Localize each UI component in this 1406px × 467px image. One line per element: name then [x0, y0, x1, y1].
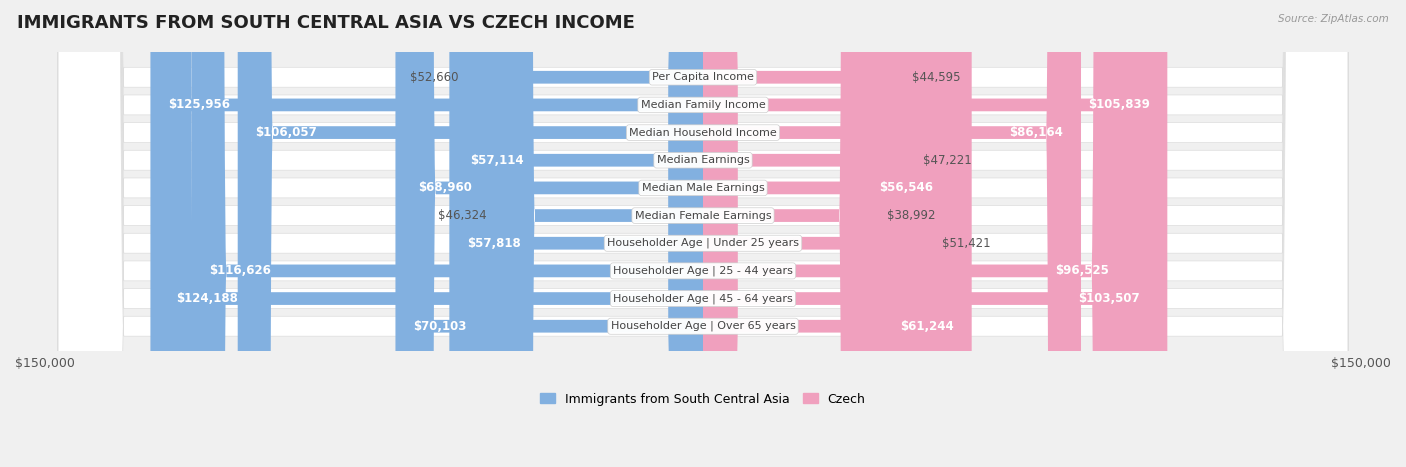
Text: Per Capita Income: Per Capita Income	[652, 72, 754, 82]
Text: $47,221: $47,221	[924, 154, 972, 167]
FancyBboxPatch shape	[703, 0, 910, 467]
FancyBboxPatch shape	[58, 0, 1348, 467]
FancyBboxPatch shape	[401, 0, 703, 467]
Text: Householder Age | Under 25 years: Householder Age | Under 25 years	[607, 238, 799, 248]
Text: Median Female Earnings: Median Female Earnings	[634, 211, 772, 220]
Text: Householder Age | Over 65 years: Householder Age | Over 65 years	[610, 321, 796, 332]
FancyBboxPatch shape	[395, 0, 703, 467]
FancyBboxPatch shape	[159, 0, 703, 467]
Text: $105,839: $105,839	[1088, 99, 1150, 112]
Text: $116,626: $116,626	[209, 264, 271, 277]
FancyBboxPatch shape	[58, 0, 1348, 467]
FancyBboxPatch shape	[703, 0, 898, 467]
FancyBboxPatch shape	[703, 0, 1167, 467]
FancyBboxPatch shape	[703, 0, 1081, 467]
Text: Source: ZipAtlas.com: Source: ZipAtlas.com	[1278, 14, 1389, 24]
FancyBboxPatch shape	[703, 0, 1157, 467]
FancyBboxPatch shape	[499, 0, 703, 467]
FancyBboxPatch shape	[191, 0, 703, 467]
Text: $96,525: $96,525	[1054, 264, 1109, 277]
FancyBboxPatch shape	[703, 0, 950, 467]
Text: Householder Age | 45 - 64 years: Householder Age | 45 - 64 years	[613, 293, 793, 304]
Text: Median Family Income: Median Family Income	[641, 100, 765, 110]
FancyBboxPatch shape	[238, 0, 703, 467]
Text: $103,507: $103,507	[1078, 292, 1139, 305]
FancyBboxPatch shape	[58, 0, 1348, 467]
Text: $70,103: $70,103	[413, 320, 467, 333]
Text: Median Male Earnings: Median Male Earnings	[641, 183, 765, 193]
FancyBboxPatch shape	[58, 0, 1348, 467]
Text: $86,164: $86,164	[1010, 126, 1063, 139]
FancyBboxPatch shape	[703, 0, 875, 467]
FancyBboxPatch shape	[58, 0, 1348, 467]
FancyBboxPatch shape	[703, 0, 1126, 467]
Text: $56,546: $56,546	[880, 181, 934, 194]
Text: Householder Age | 25 - 44 years: Householder Age | 25 - 44 years	[613, 266, 793, 276]
Text: Median Earnings: Median Earnings	[657, 155, 749, 165]
Text: $61,244: $61,244	[900, 320, 955, 333]
FancyBboxPatch shape	[58, 0, 1348, 467]
Text: $44,595: $44,595	[912, 71, 960, 84]
Text: Median Household Income: Median Household Income	[628, 127, 778, 138]
FancyBboxPatch shape	[703, 0, 972, 467]
Text: $38,992: $38,992	[887, 209, 936, 222]
Text: $51,421: $51,421	[942, 237, 990, 250]
FancyBboxPatch shape	[58, 0, 1348, 467]
FancyBboxPatch shape	[58, 0, 1348, 467]
FancyBboxPatch shape	[703, 0, 928, 467]
Text: $46,324: $46,324	[439, 209, 486, 222]
FancyBboxPatch shape	[472, 0, 703, 467]
Text: $52,660: $52,660	[411, 71, 458, 84]
Legend: Immigrants from South Central Asia, Czech: Immigrants from South Central Asia, Czec…	[536, 388, 870, 410]
FancyBboxPatch shape	[58, 0, 1348, 467]
Text: $124,188: $124,188	[176, 292, 238, 305]
FancyBboxPatch shape	[453, 0, 703, 467]
Text: IMMIGRANTS FROM SOUTH CENTRAL ASIA VS CZECH INCOME: IMMIGRANTS FROM SOUTH CENTRAL ASIA VS CZ…	[17, 14, 634, 32]
FancyBboxPatch shape	[450, 0, 703, 467]
FancyBboxPatch shape	[58, 0, 1348, 467]
Text: $106,057: $106,057	[256, 126, 316, 139]
FancyBboxPatch shape	[150, 0, 703, 467]
Text: $57,818: $57,818	[467, 237, 520, 250]
Text: $68,960: $68,960	[418, 181, 472, 194]
Text: $57,114: $57,114	[470, 154, 523, 167]
Text: $125,956: $125,956	[167, 99, 231, 112]
